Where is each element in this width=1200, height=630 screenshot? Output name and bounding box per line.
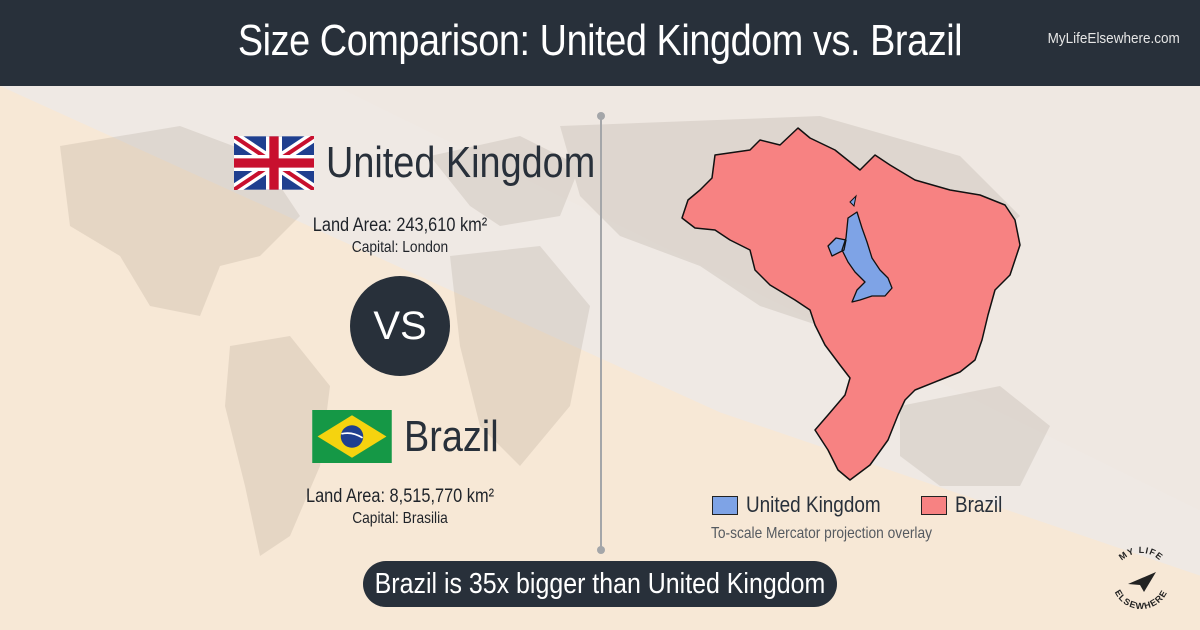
svg-text:ELSEWHERE: ELSEWHERE	[1113, 588, 1170, 611]
map-caption: To-scale Mercator projection overlay	[711, 525, 933, 542]
uk-islands-shape	[849, 194, 857, 208]
summary-text: Brazil is 35x bigger than United Kingdom	[374, 567, 826, 600]
page-title: Size Comparison: United Kingdom vs. Braz…	[237, 16, 963, 65]
paper-plane-icon	[1128, 572, 1156, 592]
legend-label-uk: United Kingdom	[746, 492, 881, 517]
country-a-capital: Capital: London	[351, 239, 449, 256]
divider-bottom-dot	[597, 546, 605, 554]
legend-swatch-uk	[712, 495, 738, 515]
country-b-land-area: Land Area: 8,515,770 km²	[305, 486, 495, 507]
uk-flag-icon	[234, 136, 314, 190]
country-b-capital: Capital: Brasilia	[352, 510, 448, 527]
header-bar: Size Comparison: United Kingdom vs. Braz…	[0, 0, 1200, 86]
divider-top-dot	[597, 112, 605, 120]
country-a-name: United Kingdom	[326, 138, 596, 187]
country-a-stats: Land Area: 243,610 km² Capital: London	[250, 214, 550, 258]
mylifeelsewhere-logo[interactable]: MY LIFE ELSEWHERE	[1106, 540, 1176, 616]
summary-banner: Brazil is 35x bigger than United Kingdom	[363, 561, 837, 607]
country-b-stats: Land Area: 8,515,770 km² Capital: Brasil…	[250, 485, 550, 529]
center-divider	[600, 116, 602, 550]
vs-badge: VS	[350, 276, 450, 376]
country-a-row: United Kingdom	[234, 136, 639, 190]
size-comparison-map	[681, 127, 1021, 481]
country-a-land-area: Land Area: 243,610 km²	[312, 215, 488, 236]
brazil-flag-icon	[312, 410, 392, 463]
country-b-row: Brazil	[312, 410, 514, 463]
svg-text:MY LIFE: MY LIFE	[1117, 545, 1165, 562]
legend-label-brazil: Brazil	[954, 492, 1002, 517]
site-link[interactable]: MyLifeElsewhere.com	[1047, 30, 1180, 47]
brazil-shape	[681, 127, 1021, 481]
uk-shape	[827, 211, 893, 303]
map-legend: United Kingdom Brazil	[712, 492, 1028, 518]
country-b-name: Brazil	[404, 411, 499, 461]
legend-swatch-brazil	[920, 495, 947, 515]
